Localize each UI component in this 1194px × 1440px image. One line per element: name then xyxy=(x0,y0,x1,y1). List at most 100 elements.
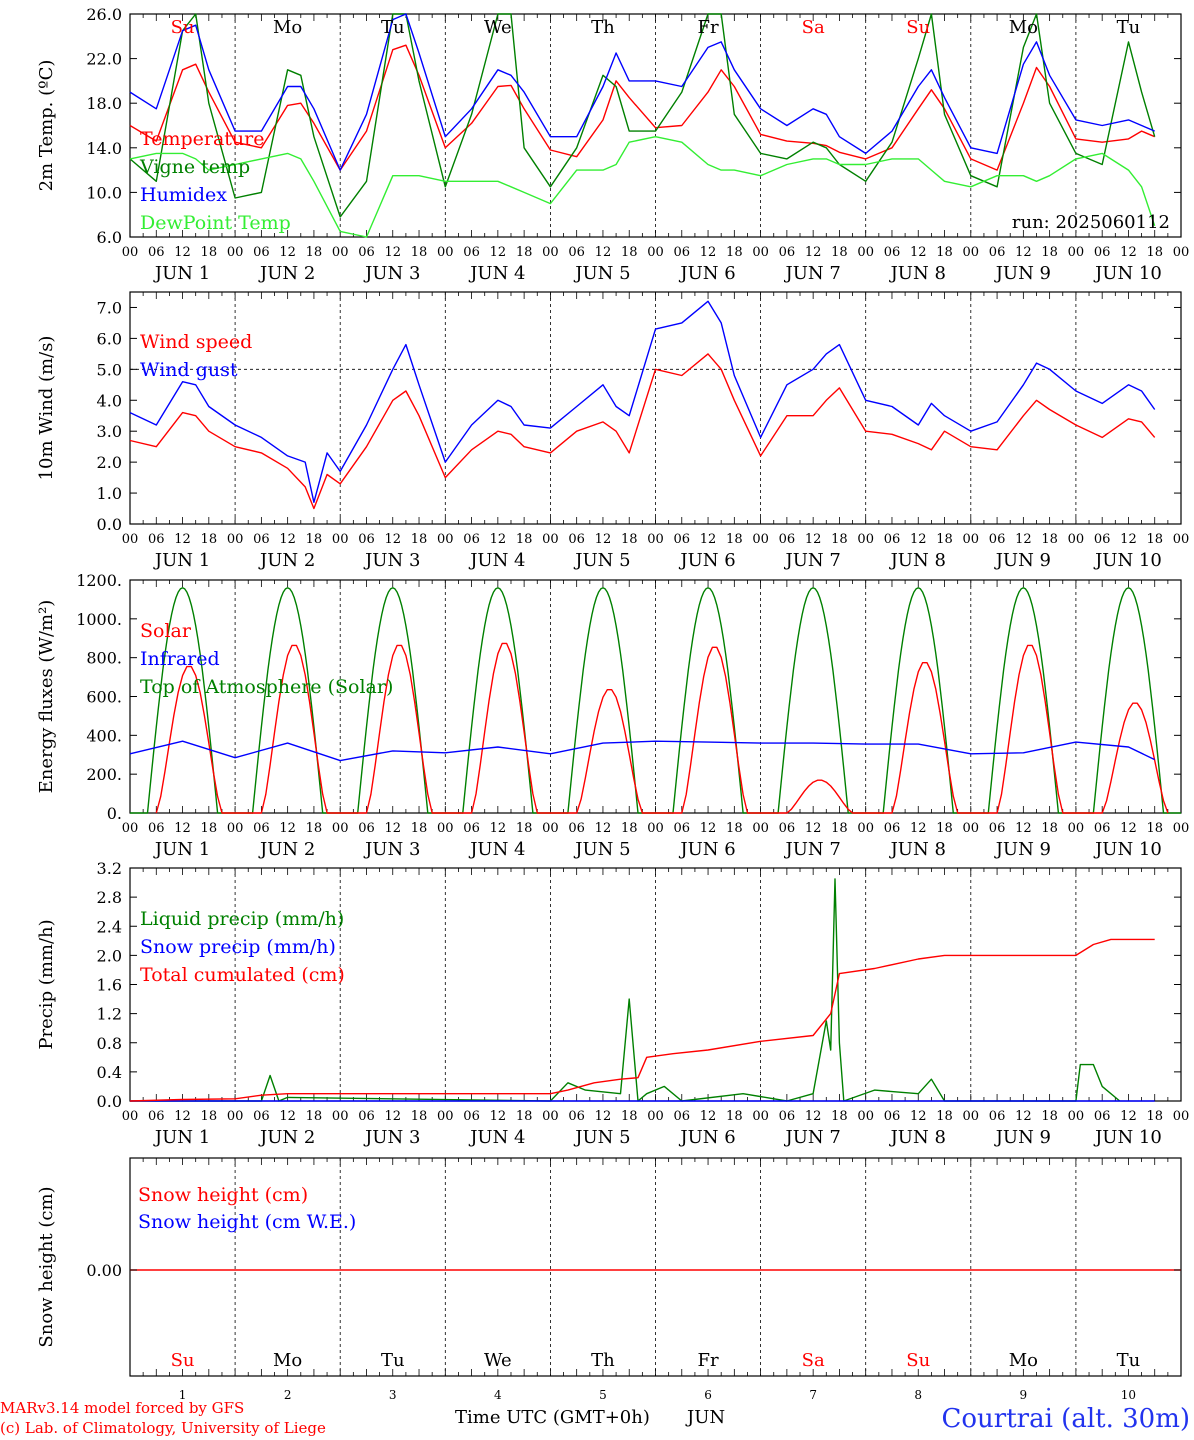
y-axis-label: 2m Temp. (ºC) xyxy=(36,60,57,192)
hour-label: 12 xyxy=(700,1109,717,1124)
hour-label: 18 xyxy=(306,245,323,260)
day-number: 6 xyxy=(704,1388,712,1402)
hour-label: 12 xyxy=(279,532,296,547)
hour-label: 06 xyxy=(358,1109,375,1124)
hour-label: 18 xyxy=(1041,532,1058,547)
date-label: JUN 8 xyxy=(889,839,946,860)
legend-item: Humidex xyxy=(140,184,227,206)
hour-label: 18 xyxy=(936,532,953,547)
hour-label: 00 xyxy=(332,821,349,836)
hour-label: 00 xyxy=(752,245,769,260)
hour-label: 06 xyxy=(884,1109,901,1124)
date-label: JUN 8 xyxy=(889,1127,946,1148)
run-annotation: run: 2025060112 xyxy=(1012,212,1170,233)
hour-label: 18 xyxy=(516,821,533,836)
hour-label: 12 xyxy=(384,532,401,547)
day-number: 3 xyxy=(389,1388,397,1402)
hour-label: 12 xyxy=(700,245,717,260)
weekday-label: Fr xyxy=(698,1350,719,1371)
hour-label: 00 xyxy=(437,1109,454,1124)
series-line-4 xyxy=(129,135,1156,238)
series-line-1 xyxy=(155,642,1169,814)
y-tick-label: 2.4 xyxy=(97,917,122,936)
hour-label: 00 xyxy=(332,245,349,260)
hour-label: 00 xyxy=(122,821,139,836)
panel-1: 6.0 10.0 14.0 18.0 22.0 26.0 2m Temp. (ºC) 00 06… xyxy=(36,5,1189,284)
hour-label: 18 xyxy=(936,245,953,260)
weekday-label: We xyxy=(484,1350,512,1371)
y-tick-label: 1200. xyxy=(76,571,122,590)
hour-label: 12 xyxy=(805,821,822,836)
legend-item: Snow height (cm) xyxy=(138,1184,308,1206)
y-axis-label: 10m Wind (m/s) xyxy=(36,336,57,481)
hour-label: 18 xyxy=(516,1109,533,1124)
hour-label: 00 xyxy=(437,532,454,547)
date-label: JUN 2 xyxy=(258,1127,315,1148)
date-label: JUN 2 xyxy=(258,550,315,571)
hour-label: 18 xyxy=(201,821,218,836)
date-label: JUN 3 xyxy=(363,550,420,571)
hour-label: 00 xyxy=(1173,532,1190,547)
date-label: JUN 8 xyxy=(889,550,946,571)
hour-label: 12 xyxy=(910,245,927,260)
x-axis-label: Time UTC (GMT+0h) xyxy=(455,1407,650,1428)
hour-label: 18 xyxy=(201,1109,218,1124)
y-tick-label: 4.0 xyxy=(97,391,122,410)
hour-label: 18 xyxy=(621,821,638,836)
legend-item: Temperature xyxy=(140,128,264,150)
date-label: JUN 5 xyxy=(573,550,630,571)
hour-label: 18 xyxy=(621,532,638,547)
hour-label: 12 xyxy=(595,1109,612,1124)
date-label: JUN 3 xyxy=(363,1127,420,1148)
hour-label: 00 xyxy=(752,532,769,547)
hour-label: 18 xyxy=(621,1109,638,1124)
weekday-label: Fr xyxy=(698,17,719,38)
weekday-label: Th xyxy=(591,1350,615,1371)
hour-label: 00 xyxy=(542,245,559,260)
date-label: JUN 9 xyxy=(994,1127,1051,1148)
hour-label: 06 xyxy=(1094,532,1111,547)
date-label: JUN 4 xyxy=(468,839,525,860)
legend-item: Wind speed xyxy=(140,331,252,353)
hour-label: 12 xyxy=(1015,1109,1032,1124)
day-number: 8 xyxy=(914,1388,922,1402)
hour-label: 18 xyxy=(306,1109,323,1124)
hour-label: 06 xyxy=(1094,1109,1111,1124)
hour-label: 12 xyxy=(279,821,296,836)
y-tick-label: 1000. xyxy=(76,610,122,629)
hour-label: 06 xyxy=(884,821,901,836)
hour-label: 18 xyxy=(306,821,323,836)
hour-label: 06 xyxy=(358,245,375,260)
day-number: 7 xyxy=(809,1388,817,1402)
legend-item: Total cumulated (cm) xyxy=(140,964,345,986)
y-tick-label: 2.0 xyxy=(97,453,122,472)
weekday-label: Mo xyxy=(273,1350,302,1371)
hour-label: 12 xyxy=(174,532,191,547)
hour-label: 12 xyxy=(174,245,191,260)
hour-label: 12 xyxy=(490,821,507,836)
weekday-label: Sa xyxy=(802,1350,825,1371)
date-label: JUN 3 xyxy=(363,263,420,284)
hour-label: 06 xyxy=(568,1109,585,1124)
hour-label: 18 xyxy=(1041,245,1058,260)
date-label: JUN 2 xyxy=(258,263,315,284)
date-label: JUN 1 xyxy=(153,1127,210,1148)
hour-label: 18 xyxy=(726,245,743,260)
hour-label: 18 xyxy=(831,821,848,836)
y-tick-label: 0. xyxy=(107,804,122,823)
legend-item: Liquid precip (mm/h) xyxy=(140,908,344,930)
hour-label: 18 xyxy=(1041,1109,1058,1124)
y-tick-label: 1.2 xyxy=(97,1005,122,1024)
credit-line-1: MARv3.14 model forced by GFS xyxy=(0,1399,244,1417)
hour-label: 00 xyxy=(752,1109,769,1124)
hour-label: 06 xyxy=(674,532,691,547)
weekday-label: Mo xyxy=(1009,17,1038,38)
hour-label: 06 xyxy=(989,245,1006,260)
hour-label: 06 xyxy=(463,1109,480,1124)
hour-label: 12 xyxy=(1120,821,1137,836)
hour-label: 00 xyxy=(1173,1109,1190,1124)
y-tick-label: 0.4 xyxy=(97,1063,122,1082)
legend-item: Solar xyxy=(140,620,192,642)
weekday-label: Tu xyxy=(1117,1350,1141,1371)
